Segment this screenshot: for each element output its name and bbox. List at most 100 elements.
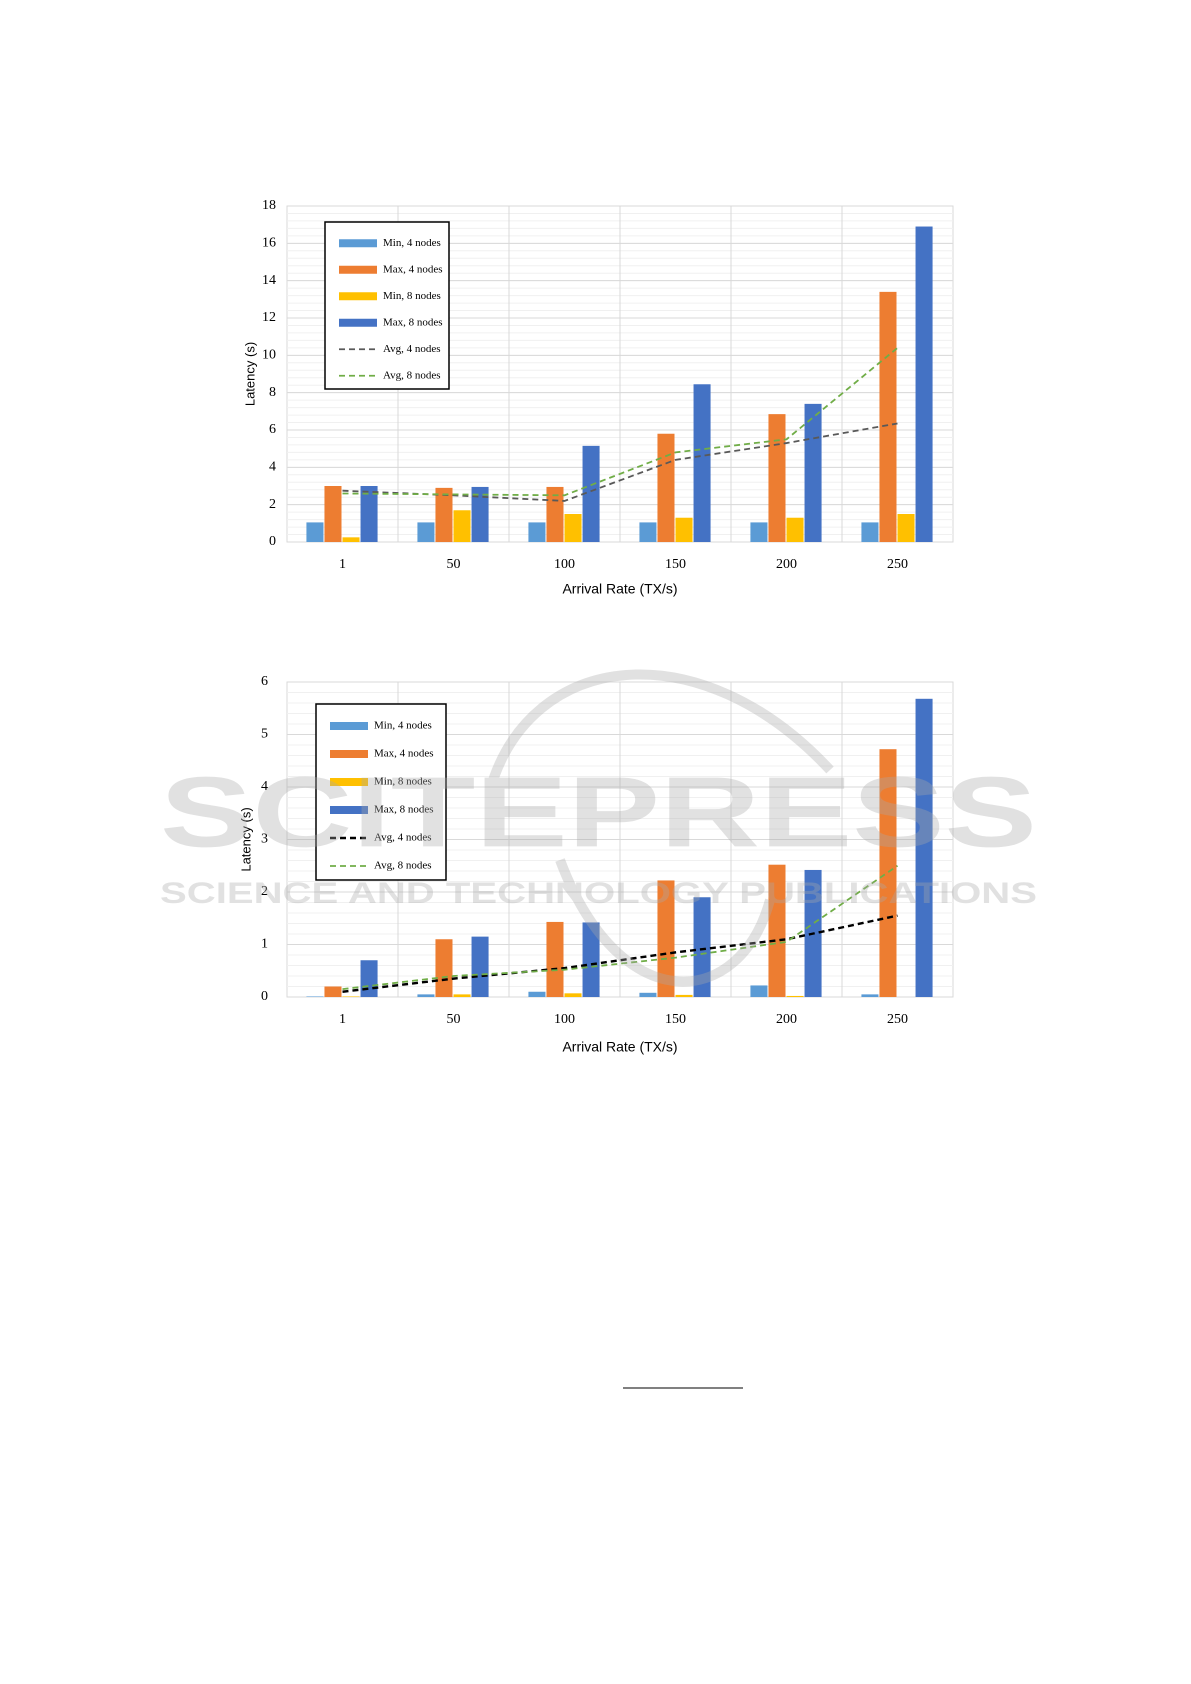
legend-swatch — [339, 239, 377, 248]
x-tick-label: 1 — [339, 557, 346, 572]
watermark: SCITEPRESS SCIENCE AND TECHNOLOGY PUBLICA… — [160, 669, 1037, 987]
y-tick-label: 1 — [261, 937, 268, 952]
x-tick-label: 200 — [776, 557, 797, 572]
legend-box — [324, 221, 450, 390]
bar — [453, 994, 471, 997]
bar — [675, 517, 693, 542]
y-tick-label: 2 — [261, 884, 268, 899]
bar — [657, 880, 675, 997]
y-axis-title: Latency (s) — [238, 807, 253, 871]
legend-swatch — [339, 265, 377, 274]
bar — [342, 537, 360, 542]
watermark-logo — [485, 669, 834, 987]
legend: Min, 4 nodes Max, 4 nodes Min, 8 nodes Max,… — [324, 221, 450, 390]
bar — [582, 922, 600, 997]
bar — [861, 994, 879, 997]
y-tick-label: 12 — [262, 310, 276, 325]
x-tick-label: 1 — [339, 1012, 346, 1027]
bar — [861, 522, 879, 542]
y-tick-label: 4 — [261, 779, 268, 794]
bar — [750, 522, 768, 542]
bar — [435, 939, 453, 997]
legend: Min, 4 nodes Max, 4 nodes Min, 8 nodes Max,… — [315, 703, 447, 881]
legend-label: Min, 4 nodes — [383, 237, 441, 249]
avg-line — [342, 865, 899, 991]
bar — [417, 994, 435, 997]
bar — [639, 522, 657, 542]
bar — [528, 991, 546, 997]
y-tick-label: 8 — [269, 385, 276, 400]
x-tick-label: 50 — [447, 557, 461, 572]
y-tick-label: 0 — [269, 534, 276, 549]
legend-label: Avg, 4 nodes — [383, 343, 441, 355]
bar — [453, 510, 471, 542]
bar — [324, 486, 342, 542]
legend-label: Avg, 8 nodes — [383, 369, 441, 381]
bar — [693, 897, 711, 997]
y-tick-label: 18 — [262, 198, 276, 213]
watermark-title: SCITEPRESS — [160, 756, 1037, 868]
y-tick-label: 5 — [261, 727, 268, 742]
legend-label: Max, 4 nodes — [383, 263, 443, 275]
legend-label: Min, 8 nodes — [383, 290, 441, 302]
legend-swatch — [339, 318, 377, 327]
bar — [915, 226, 933, 543]
y-tick-label: 4 — [269, 460, 276, 475]
y-tick-label: 14 — [262, 273, 276, 288]
x-tick-label: 100 — [554, 557, 575, 572]
legend-label: Max, 4 nodes — [374, 748, 434, 760]
y-tick-label: 16 — [262, 236, 276, 251]
legend-swatch — [330, 722, 368, 730]
bar — [324, 986, 342, 997]
legend-label: Avg, 8 nodes — [374, 860, 432, 872]
legend-label: Avg, 4 nodes — [374, 832, 432, 844]
bar — [306, 522, 324, 542]
legend-label: Min, 4 nodes — [374, 720, 432, 732]
x-tick-label: 50 — [447, 1012, 461, 1027]
y-tick-label: 6 — [269, 422, 276, 437]
y-axis-title: Latency (s) — [242, 342, 257, 406]
bar — [786, 517, 804, 542]
bar — [564, 993, 582, 997]
x-tick-label: 150 — [665, 557, 686, 572]
bar — [693, 384, 711, 542]
bar — [897, 514, 915, 542]
bar — [546, 486, 564, 542]
legend-swatch — [330, 750, 368, 758]
bar — [786, 995, 804, 997]
bar — [546, 921, 564, 997]
bar — [675, 994, 693, 997]
bar — [342, 996, 360, 997]
legend-swatch — [330, 806, 368, 814]
bar — [582, 445, 600, 542]
legend-label: Max, 8 nodes — [383, 316, 443, 328]
watermark-subtitle: SCIENCE AND TECHNOLOGY PUBLICATIONS — [160, 877, 1037, 910]
avg-line — [342, 914, 898, 993]
bar — [804, 403, 822, 542]
bar — [528, 522, 546, 542]
bar — [306, 996, 324, 997]
bar — [360, 960, 378, 997]
legend-swatch — [330, 778, 368, 786]
x-tick-label: 250 — [887, 557, 908, 572]
y-tick-label: 6 — [261, 674, 268, 689]
x-tick-label: 200 — [776, 1012, 797, 1027]
legend-label: Max, 8 nodes — [374, 804, 434, 816]
y-tick-label: 2 — [269, 497, 276, 512]
x-axis-title: Arrival Rate (TX/s) — [562, 1039, 677, 1055]
bar — [768, 414, 786, 542]
x-tick-label: 250 — [887, 1012, 908, 1027]
bar — [750, 985, 768, 997]
bar — [879, 749, 897, 997]
legend-label: Min, 8 nodes — [374, 776, 432, 788]
bar — [915, 698, 933, 997]
legend-swatch — [339, 292, 377, 301]
bar — [471, 936, 489, 997]
bar — [435, 487, 453, 542]
x-tick-label: 150 — [665, 1012, 686, 1027]
y-tick-label: 0 — [261, 989, 268, 1004]
bar — [417, 522, 435, 542]
bar — [360, 486, 378, 542]
